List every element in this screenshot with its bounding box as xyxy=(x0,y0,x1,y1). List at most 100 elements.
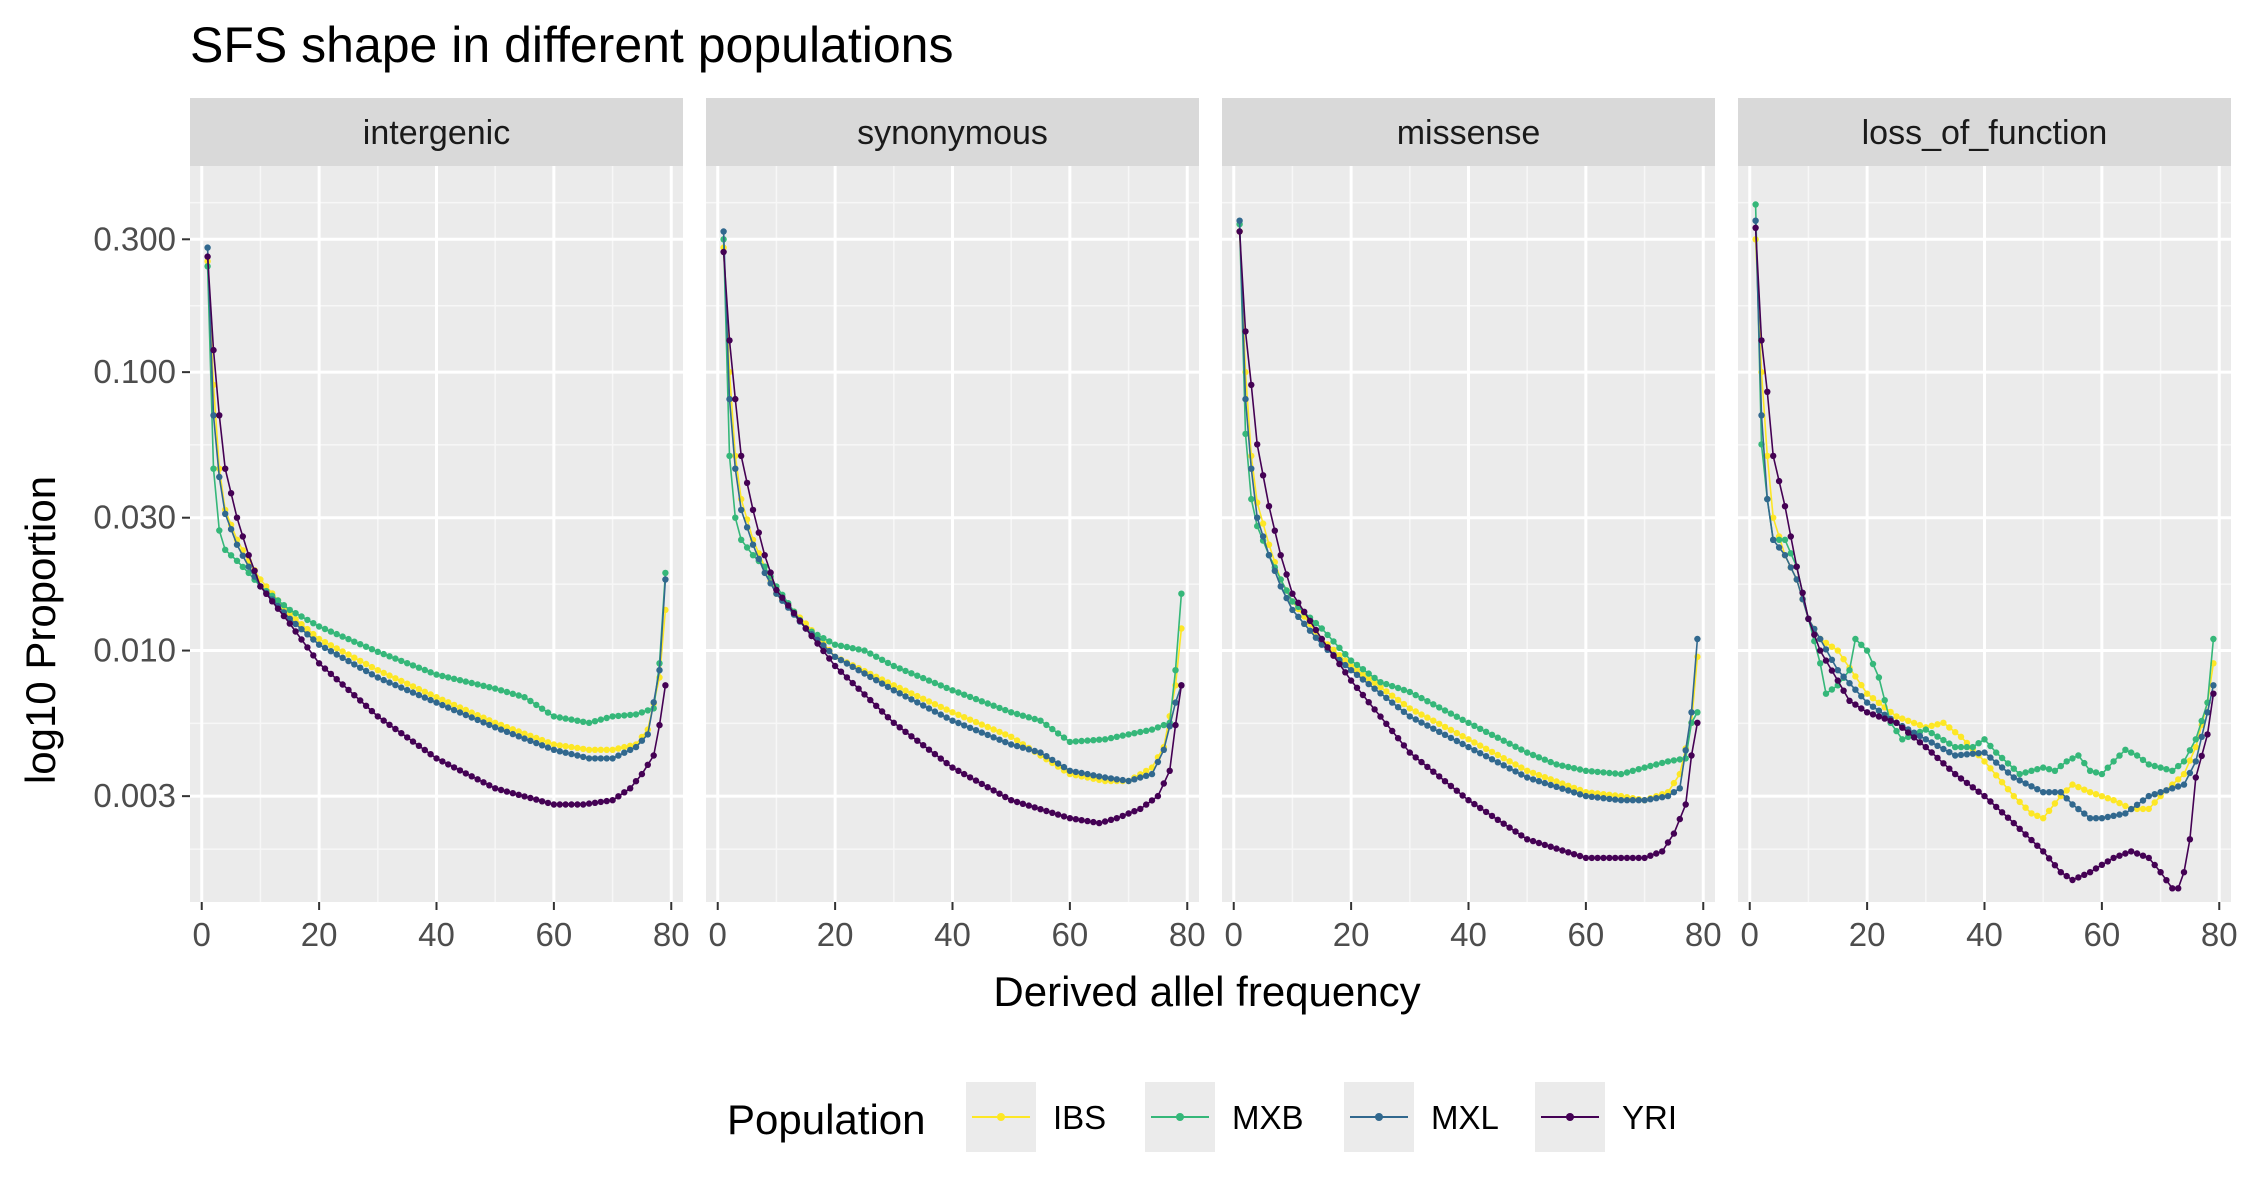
data-point-yri xyxy=(380,717,387,724)
data-point-mxl xyxy=(1969,750,1977,757)
data-point-ibs xyxy=(1524,767,1531,774)
data-point-mxb xyxy=(304,616,311,624)
data-point-yri xyxy=(1635,854,1642,862)
data-point-ibs xyxy=(580,745,587,753)
data-point-mxl xyxy=(2139,797,2147,804)
data-point-mxb xyxy=(462,678,469,685)
data-point-yri xyxy=(239,533,246,540)
data-point-mxl xyxy=(556,748,563,755)
data-point-yri xyxy=(222,465,229,472)
data-point-yri xyxy=(333,676,340,683)
data-point-mxl xyxy=(1306,627,1314,634)
data-point-mxl xyxy=(878,680,886,687)
data-point-yri xyxy=(2198,752,2205,760)
data-point-mxb xyxy=(2210,635,2217,643)
data-point-mxl xyxy=(2004,769,2012,776)
data-point-ibs xyxy=(380,669,387,677)
data-point-mxl xyxy=(1465,743,1472,751)
data-point-yri xyxy=(1482,808,1490,816)
data-point-mxb xyxy=(2057,762,2064,770)
data-point-mxl xyxy=(503,728,511,735)
series-yri-loss-of-function xyxy=(1752,224,2217,892)
data-point-ibs xyxy=(515,728,522,735)
data-point-ibs xyxy=(1430,717,1437,724)
data-point-mxl xyxy=(497,726,505,733)
data-point-mxl xyxy=(1506,765,1513,772)
x-tick-label: 40 xyxy=(418,916,455,953)
data-point-mxl xyxy=(1259,533,1267,540)
data-point-mxl xyxy=(855,667,862,674)
data-point-ibs xyxy=(949,709,956,716)
data-point-mxb xyxy=(2163,766,2170,773)
data-point-mxb xyxy=(937,682,944,689)
data-point-yri xyxy=(2163,877,2170,884)
series-mxl-intergenic xyxy=(204,244,669,762)
data-point-mxb xyxy=(1160,721,1168,729)
data-point-mxl xyxy=(1148,770,1156,778)
data-point-mxl xyxy=(1037,749,1044,756)
data-point-yri xyxy=(1043,807,1050,815)
data-point-mxb xyxy=(1506,740,1513,747)
data-point-yri xyxy=(1013,798,1021,806)
data-point-yri xyxy=(603,797,610,805)
data-point-mxb xyxy=(1670,757,1678,764)
data-point-ibs xyxy=(392,675,399,682)
data-point-mxl xyxy=(392,681,399,689)
data-point-mxl xyxy=(1606,795,1613,803)
data-point-ibs xyxy=(310,630,317,638)
data-point-yri xyxy=(1617,854,1625,862)
data-point-mxb xyxy=(1822,690,1830,697)
data-point-mxb xyxy=(1049,725,1056,733)
data-point-yri xyxy=(374,713,381,720)
data-point-mxl xyxy=(1441,731,1449,738)
data-point-yri xyxy=(1547,843,1554,850)
data-point-mxl xyxy=(2045,789,2053,796)
data-point-yri xyxy=(1541,841,1549,849)
x-tick-label: 60 xyxy=(1568,916,1605,953)
data-point-ibs xyxy=(468,709,475,716)
data-point-mxb xyxy=(949,687,956,694)
data-point-mxb xyxy=(632,711,640,718)
data-point-yri xyxy=(2092,865,2100,872)
data-point-yri xyxy=(245,552,252,559)
data-point-mxl xyxy=(861,670,868,677)
data-point-mxb xyxy=(568,716,575,723)
data-point-mxl xyxy=(761,569,768,577)
data-point-mxb xyxy=(533,701,540,709)
data-point-ibs xyxy=(890,682,897,689)
data-point-yri xyxy=(990,787,997,794)
data-point-mxl xyxy=(1822,646,1830,653)
data-point-mxl xyxy=(2086,815,2094,822)
data-point-yri xyxy=(556,801,563,808)
data-point-mxl xyxy=(216,473,223,481)
data-point-mxb xyxy=(2063,758,2070,765)
data-point-ibs xyxy=(1365,675,1372,682)
data-point-yri xyxy=(1054,811,1062,818)
data-point-ibs xyxy=(362,660,370,668)
data-point-yri xyxy=(1242,328,1249,335)
data-point-mxl xyxy=(1043,753,1050,760)
x-tick-label: 20 xyxy=(1849,916,1886,953)
data-point-ibs xyxy=(1465,736,1472,743)
data-point-mxb xyxy=(1008,709,1015,716)
data-point-mxb xyxy=(1412,691,1419,699)
data-point-yri xyxy=(738,452,745,460)
data-point-yri xyxy=(849,679,856,687)
data-point-mxl xyxy=(1131,776,1138,783)
legend-key-point xyxy=(1566,1113,1574,1121)
data-point-mxl xyxy=(609,755,616,762)
data-point-yri xyxy=(1113,815,1121,822)
data-point-ibs xyxy=(321,639,329,646)
data-point-yri xyxy=(1670,830,1678,837)
data-point-ibs xyxy=(527,732,534,739)
data-point-mxb xyxy=(1137,728,1144,736)
data-point-yri xyxy=(286,620,293,627)
data-point-mxl xyxy=(990,734,997,741)
y-tick-label: 0.300 xyxy=(93,220,176,257)
y-axis: 0.003 0.010 0.030 0.100 0.300 xyxy=(93,220,190,814)
data-point-mxb xyxy=(1154,724,1162,731)
x-tick-label: 20 xyxy=(301,916,338,953)
data-point-mxl xyxy=(1166,723,1173,730)
data-point-mxl xyxy=(1764,495,1771,503)
